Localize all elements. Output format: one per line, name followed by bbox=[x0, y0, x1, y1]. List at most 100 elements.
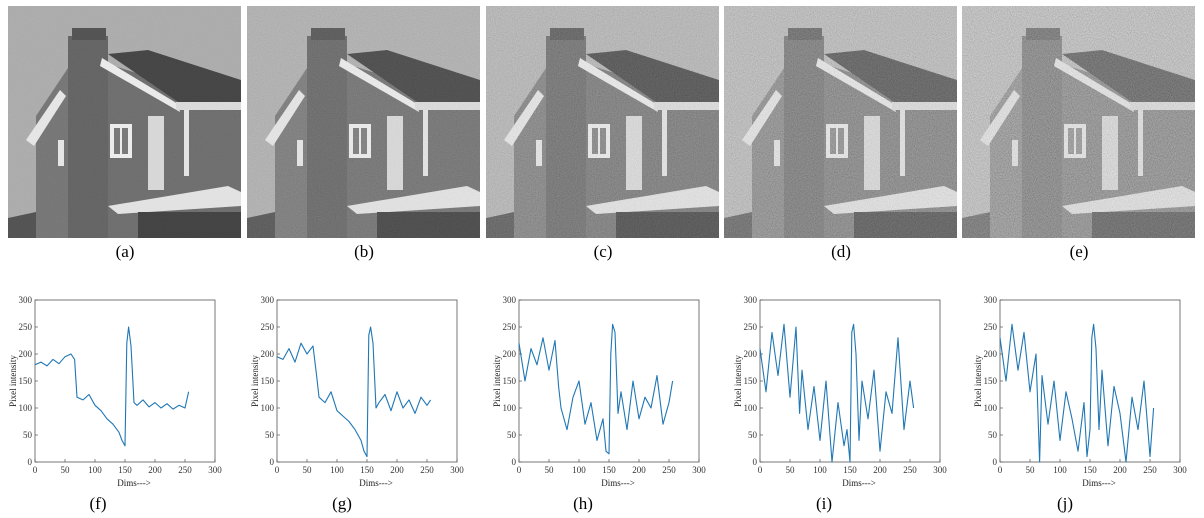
x-tick-label: 50 bbox=[1026, 465, 1036, 475]
y-tick-label: 50 bbox=[748, 430, 758, 440]
intensity-line bbox=[999, 323, 1155, 463]
y-tick-label: 150 bbox=[984, 376, 998, 386]
y-tick-label: 150 bbox=[744, 376, 758, 386]
y-tick-label: 0 bbox=[270, 457, 275, 467]
intensity-chart-f: 0 50 100 150 200 250 300 0 50 100 150 200 250 300 Dims… bbox=[8, 292, 226, 488]
y-tick-label: 250 bbox=[984, 322, 998, 332]
y-tick-label: 0 bbox=[512, 457, 517, 467]
y-tick-label: 200 bbox=[19, 349, 33, 359]
x-tick-label: 0 bbox=[33, 465, 38, 475]
intensity-line bbox=[518, 323, 674, 455]
x-tick-label: 100 bbox=[330, 465, 344, 475]
y-tick-label: 0 bbox=[28, 457, 33, 467]
y-tick-label: 0 bbox=[753, 457, 758, 467]
noisy-house-image-5 bbox=[962, 6, 1195, 238]
x-tick-label: 50 bbox=[545, 465, 555, 475]
y-tick-label: 100 bbox=[19, 403, 33, 413]
y-axis-label: Pixel intensity bbox=[492, 355, 502, 407]
noise-overlay-2 bbox=[724, 6, 957, 238]
x-axis-label: Dims---> bbox=[1082, 478, 1116, 488]
y-axis-label: Pixel intensity bbox=[733, 355, 743, 407]
caption-e: (e) bbox=[1069, 242, 1089, 261]
x-tick-label: 0 bbox=[998, 465, 1003, 475]
y-tick-label: 0 bbox=[993, 457, 998, 467]
x-tick-label: 300 bbox=[933, 465, 947, 475]
y-tick-label: 300 bbox=[744, 295, 758, 305]
x-tick-label: 200 bbox=[1113, 465, 1127, 475]
noisy-house-image-4 bbox=[724, 6, 957, 238]
x-tick-label: 0 bbox=[517, 465, 522, 475]
x-tick-label: 150 bbox=[360, 465, 374, 475]
intensity-line bbox=[276, 326, 432, 458]
noisy-house-image-1 bbox=[8, 6, 241, 238]
y-tick-label: 50 bbox=[988, 430, 998, 440]
intensity-chart-j: 0 50 100 150 200 250 300 0 50 100 150 200 250 300 Dims… bbox=[973, 292, 1191, 488]
y-tick-label: 100 bbox=[744, 403, 758, 413]
y-tick-label: 200 bbox=[261, 349, 275, 359]
y-tick-label: 150 bbox=[503, 376, 517, 386]
noise-overlay-2 bbox=[8, 6, 241, 238]
x-tick-label: 300 bbox=[1173, 465, 1187, 475]
y-tick-label: 250 bbox=[503, 322, 517, 332]
noise-overlay-2 bbox=[486, 6, 719, 238]
x-tick-label: 150 bbox=[118, 465, 132, 475]
x-tick-label: 100 bbox=[1053, 465, 1067, 475]
x-tick-label: 100 bbox=[88, 465, 102, 475]
caption-g: (g) bbox=[332, 494, 352, 513]
y-tick-label: 100 bbox=[984, 403, 998, 413]
x-tick-label: 150 bbox=[843, 465, 857, 475]
caption-h: (h) bbox=[573, 494, 593, 513]
x-tick-label: 250 bbox=[1143, 465, 1157, 475]
x-tick-label: 150 bbox=[1083, 465, 1097, 475]
x-tick-label: 250 bbox=[662, 465, 676, 475]
y-tick-label: 50 bbox=[507, 430, 517, 440]
caption-f: (f) bbox=[89, 494, 107, 513]
x-tick-label: 300 bbox=[450, 465, 464, 475]
x-tick-label: 200 bbox=[873, 465, 887, 475]
y-tick-label: 300 bbox=[503, 295, 517, 305]
x-tick-label: 100 bbox=[572, 465, 586, 475]
x-tick-label: 250 bbox=[903, 465, 917, 475]
noise-overlay-2 bbox=[247, 6, 480, 238]
x-tick-label: 50 bbox=[303, 465, 313, 475]
y-tick-label: 100 bbox=[261, 403, 275, 413]
y-tick-label: 150 bbox=[19, 376, 33, 386]
x-tick-label: 50 bbox=[786, 465, 796, 475]
x-tick-label: 250 bbox=[420, 465, 434, 475]
y-tick-label: 200 bbox=[984, 349, 998, 359]
x-tick-label: 300 bbox=[692, 465, 706, 475]
y-tick-label: 250 bbox=[261, 322, 275, 332]
y-tick-label: 250 bbox=[744, 322, 758, 332]
y-tick-label: 100 bbox=[503, 403, 517, 413]
intensity-line bbox=[34, 326, 190, 447]
y-axis-label: Pixel intensity bbox=[8, 355, 18, 407]
y-tick-label: 200 bbox=[503, 349, 517, 359]
x-tick-label: 0 bbox=[758, 465, 763, 475]
plot-frame bbox=[999, 299, 1181, 463]
y-tick-label: 50 bbox=[23, 430, 33, 440]
caption-b: (b) bbox=[354, 242, 374, 261]
caption-c: (c) bbox=[593, 242, 613, 261]
x-tick-label: 200 bbox=[148, 465, 162, 475]
intensity-chart-g: 0 50 100 150 200 250 300 0 50 100 150 200 250 300 Dims… bbox=[250, 292, 468, 488]
intensity-chart-i: 0 50 100 150 200 250 300 0 50 100 150 200 250 300 Dims… bbox=[733, 292, 951, 488]
x-tick-label: 0 bbox=[275, 465, 280, 475]
y-tick-label: 300 bbox=[19, 295, 33, 305]
x-tick-label: 200 bbox=[390, 465, 404, 475]
y-tick-label: 300 bbox=[261, 295, 275, 305]
intensity-line bbox=[759, 323, 915, 463]
y-axis-label: Pixel intensity bbox=[973, 355, 983, 407]
x-axis-label: Dims---> bbox=[842, 478, 876, 488]
caption-j: (j) bbox=[1056, 494, 1074, 513]
y-tick-label: 50 bbox=[265, 430, 275, 440]
x-tick-label: 300 bbox=[208, 465, 222, 475]
noisy-house-image-2 bbox=[247, 6, 480, 238]
y-tick-label: 300 bbox=[984, 295, 998, 305]
caption-i: (i) bbox=[815, 494, 833, 513]
y-axis-label: Pixel intensity bbox=[250, 355, 260, 407]
intensity-chart-h: 0 50 100 150 200 250 300 0 50 100 150 200 250 300 Dims… bbox=[492, 292, 710, 488]
y-tick-label: 150 bbox=[261, 376, 275, 386]
caption-d: (d) bbox=[831, 242, 851, 261]
x-tick-label: 50 bbox=[61, 465, 71, 475]
x-axis-label: Dims---> bbox=[117, 478, 151, 488]
